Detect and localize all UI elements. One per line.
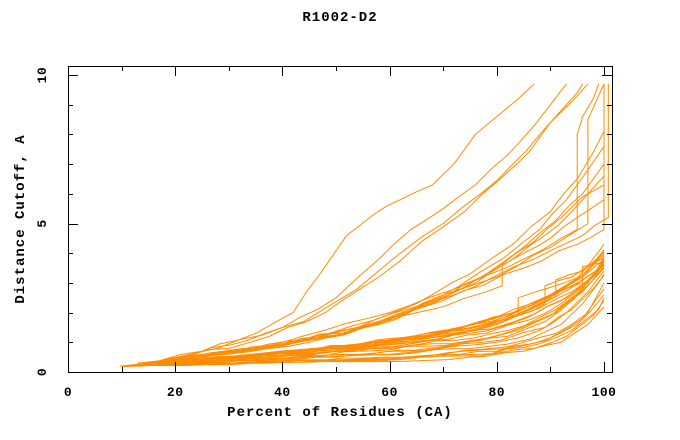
x-axis-label: Percent of Residues (CA) — [227, 405, 453, 421]
y-tick-label: 5 — [35, 219, 50, 227]
x-tick-label: 60 — [381, 385, 398, 400]
x-tick-label: 0 — [64, 385, 72, 400]
x-tick-label: 20 — [167, 385, 184, 400]
x-tick-label: 100 — [592, 385, 617, 400]
x-tick-label: 40 — [274, 385, 291, 400]
y-tick-label: 0 — [35, 368, 50, 376]
y-tick-label: 10 — [35, 67, 50, 84]
x-tick-label: 80 — [488, 385, 505, 400]
chart-title: R1002-D2 — [302, 10, 378, 26]
